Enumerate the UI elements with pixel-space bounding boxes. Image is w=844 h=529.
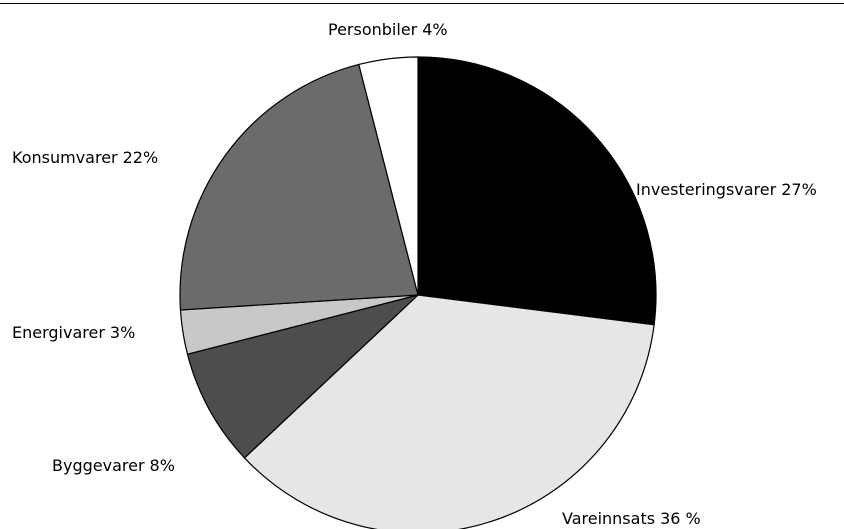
category-label: Vareinnsats — [562, 509, 655, 528]
pie-slice — [186, 294, 419, 459]
slice-label: Vareinnsats 36 % — [562, 509, 701, 528]
category-label: Personbiler — [328, 20, 418, 39]
category-label: Energivarer — [12, 323, 105, 342]
value-label: 3% — [110, 323, 135, 342]
pie-slice — [243, 294, 655, 529]
value-label: 22% — [123, 148, 159, 167]
pie-slice — [417, 56, 657, 326]
category-label: Byggevarer — [52, 456, 145, 475]
value-label: 8% — [150, 456, 175, 475]
value-label: 36 % — [660, 509, 701, 528]
pie-slice — [358, 56, 419, 296]
slice-label: Energivarer 3% — [12, 323, 135, 342]
slice-label: Byggevarer 8% — [52, 456, 175, 475]
value-label: 4% — [422, 20, 447, 39]
value-label: 27% — [781, 180, 817, 199]
pie-slice — [179, 63, 419, 311]
slice-label: Konsumvarer 22% — [12, 148, 158, 167]
category-label: Investeringsvarer — [636, 180, 777, 199]
slice-label: Investeringsvarer 27% — [636, 180, 817, 199]
slice-label: Personbiler 4% — [328, 20, 448, 39]
category-label: Konsumvarer — [12, 148, 118, 167]
